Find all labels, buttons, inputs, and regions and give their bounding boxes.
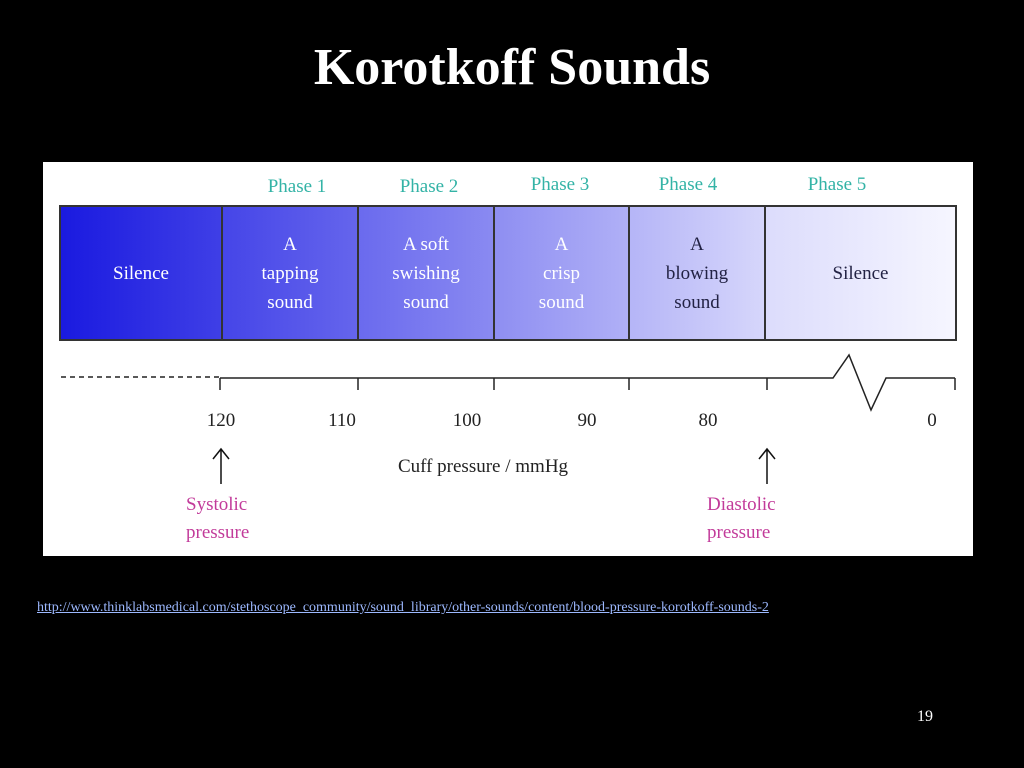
phase-label-2: Phase 2 <box>400 176 459 197</box>
source-link[interactable]: http://www.thinklabsmedical.com/stethosc… <box>37 600 769 615</box>
phase-cell-6-text-1: Silence <box>833 263 889 284</box>
page-number: 19 <box>917 708 933 725</box>
diastolic-marker: Diastolic pressure <box>707 447 776 543</box>
korotkoff-diagram: Phase 1 Phase 2 Phase 3 Phase 4 Phase 5 … <box>43 162 973 556</box>
phase-cell-5-text-2: blowing <box>666 263 729 284</box>
phase-cell-5-text-1: A <box>690 234 704 255</box>
phase-cell-4-text-3: sound <box>539 292 585 313</box>
tick-label-120: 120 <box>207 410 236 431</box>
phase-cell-3-text-3: sound <box>403 292 449 313</box>
phase-cell-2-text-1: A <box>283 234 297 255</box>
phase-cell-3 <box>357 205 495 341</box>
phase-cell-1 <box>59 205 223 341</box>
phase-label-5: Phase 5 <box>808 174 867 195</box>
diastolic-label-line-2: pressure <box>707 522 770 543</box>
tick-label-80: 80 <box>699 410 718 431</box>
axis-title: Cuff pressure / mmHg <box>398 456 569 477</box>
phase-label-1: Phase 1 <box>268 176 327 197</box>
phase-cell-4 <box>493 205 630 341</box>
systolic-label-line-1: Systolic <box>186 494 247 515</box>
phase-cell-2-text-2: tapping <box>262 263 319 284</box>
phase-cell-1-text-1: Silence <box>113 263 169 284</box>
phase-cell-5-text-3: sound <box>674 292 720 313</box>
phase-cell-6 <box>764 205 957 341</box>
tick-label-90: 90 <box>578 410 597 431</box>
systolic-marker: Systolic pressure <box>186 447 249 543</box>
slide-title: Korotkoff Sounds <box>313 39 711 96</box>
phase-cell-2 <box>221 205 359 341</box>
systolic-arrow-icon <box>212 447 230 484</box>
phase-cell-3-text-2: swishing <box>392 263 460 284</box>
tick-label-110: 110 <box>328 410 356 431</box>
phase-cell-2-text-3: sound <box>267 292 313 313</box>
diastolic-label-line-1: Diastolic <box>707 494 776 515</box>
phase-labels: Phase 1 Phase 2 Phase 3 Phase 4 Phase 5 <box>268 174 867 197</box>
axis-break-squiggle <box>793 353 955 412</box>
systolic-label-line-2: pressure <box>186 522 249 543</box>
phase-cell-3-text-1: A soft <box>403 234 450 255</box>
pressure-axis <box>61 353 956 412</box>
korotkoff-diagram-svg: Phase 1 Phase 2 Phase 3 Phase 4 Phase 5 … <box>59 174 957 543</box>
tick-label-100: 100 <box>453 410 482 431</box>
diastolic-arrow-icon <box>758 447 776 484</box>
phase-cell-4-text-2: crisp <box>543 263 580 284</box>
tick-label-0: 0 <box>927 410 937 431</box>
phase-cell-4-text-1: A <box>555 234 569 255</box>
phase-label-3: Phase 3 <box>531 174 590 195</box>
phase-cell-5 <box>628 205 766 341</box>
tick-labels: 120 110 100 90 80 0 <box>207 410 937 431</box>
phase-label-4: Phase 4 <box>659 174 718 195</box>
